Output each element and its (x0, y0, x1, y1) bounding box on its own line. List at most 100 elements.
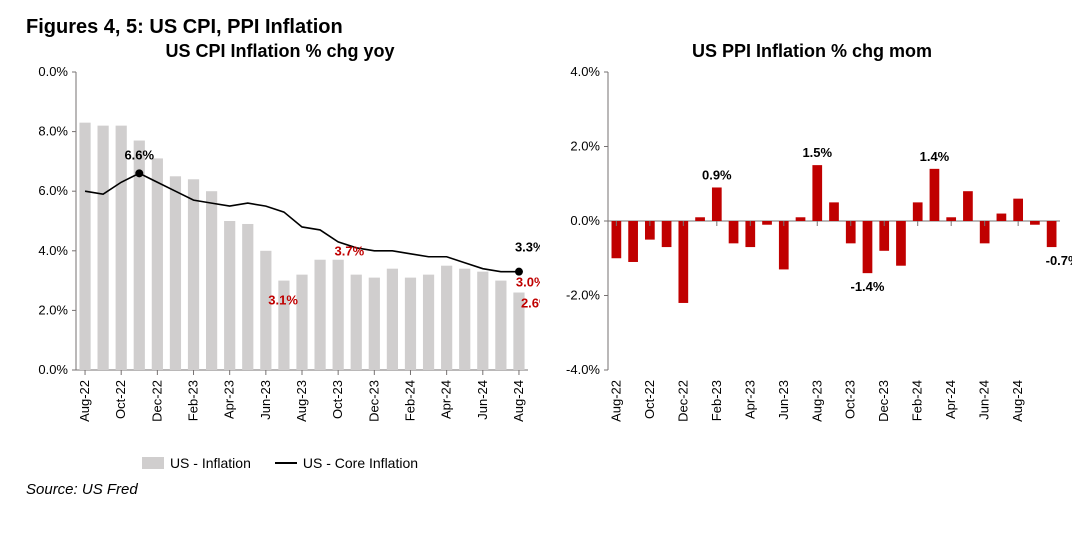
x-tick-label: Aug-24 (511, 380, 526, 422)
bar (351, 275, 362, 370)
bar (333, 260, 344, 370)
x-tick-label: Jun-23 (776, 380, 791, 420)
data-label: 3.1% (268, 293, 298, 308)
bar (662, 221, 672, 247)
ppi-title: US PPI Inflation % chg mom (552, 41, 1072, 62)
legend-swatch-line-icon (275, 462, 297, 464)
x-tick-label: Feb-24 (402, 380, 417, 421)
data-label: 1.5% (802, 145, 832, 160)
data-label: 3.3% (515, 240, 540, 255)
data-marker (135, 169, 143, 177)
data-label: 1.4% (920, 149, 950, 164)
bar (260, 251, 271, 370)
x-tick-label: Dec-22 (149, 380, 164, 422)
bar (441, 266, 452, 370)
figure-main-title: Figures 4, 5: US CPI, PPI Inflation (26, 16, 1064, 39)
x-tick-label: Aug-23 (809, 380, 824, 422)
legend-label-inflation: US - Inflation (170, 455, 251, 471)
bar (829, 202, 839, 221)
cpi-panel: US CPI Inflation % chg yoy 0.0% 2.0% 4.0% 6… (20, 41, 540, 471)
bar (913, 202, 923, 221)
bar (796, 217, 806, 221)
x-tick-label: Oct-23 (843, 380, 858, 419)
data-label: 3.7% (335, 244, 365, 259)
bar (242, 224, 253, 370)
cpi-legend: US - Inflation US - Core Inflation (20, 455, 540, 471)
source-note: Source: US Fred (26, 481, 1064, 498)
bar (459, 269, 470, 370)
legend-item-core: US - Core Inflation (275, 455, 418, 471)
y-tick-label: 6.0% (38, 183, 68, 198)
bar (206, 191, 217, 370)
bar (314, 260, 325, 370)
x-tick-label: Oct-22 (642, 380, 657, 419)
bar (963, 191, 973, 221)
bar (188, 179, 199, 370)
y-tick-label: 2.0% (38, 302, 68, 317)
x-tick-label: Oct-22 (113, 380, 128, 419)
bar (729, 221, 739, 243)
bar (369, 278, 380, 370)
bar (779, 221, 789, 269)
y-tick-label: 8.0% (38, 124, 68, 139)
bar (152, 158, 163, 370)
ppi-chart: -4.0%-2.0%0.0%2.0%4.0%Aug-22Oct-22Dec-22… (552, 66, 1072, 451)
bar (405, 278, 416, 370)
bar (678, 221, 688, 303)
ppi-panel: US PPI Inflation % chg mom -4.0% -2.0% 0.0… (552, 41, 1072, 471)
x-tick-label: Jun-24 (475, 380, 490, 420)
x-tick-label: Feb-23 (186, 380, 201, 421)
bar (712, 187, 722, 221)
x-tick-label: Apr-23 (742, 380, 757, 419)
x-tick-label: Jun-24 (977, 380, 992, 420)
y-tick-label: 4.0% (38, 243, 68, 258)
x-tick-label: Jun-23 (258, 380, 273, 420)
bar (863, 221, 873, 273)
bar (628, 221, 638, 262)
bar (387, 269, 398, 370)
bar (224, 221, 235, 370)
bar (762, 221, 772, 225)
legend-label-core: US - Core Inflation (303, 455, 418, 471)
x-tick-label: Aug-22 (77, 380, 92, 422)
y-tick-label: 0.0% (570, 213, 600, 228)
x-tick-label: Aug-22 (608, 380, 623, 422)
x-tick-label: Aug-24 (1010, 380, 1025, 422)
x-tick-label: Apr-24 (943, 380, 958, 419)
bar (1013, 199, 1023, 221)
bar (296, 275, 307, 370)
x-tick-label: Dec-23 (876, 380, 891, 422)
bar (695, 217, 705, 221)
bar (170, 176, 181, 370)
x-tick-label: Dec-23 (366, 380, 381, 422)
bar (495, 281, 506, 370)
x-tick-label: Apr-23 (222, 380, 237, 419)
x-tick-label: Feb-23 (709, 380, 724, 421)
x-tick-label: Feb-24 (910, 380, 925, 421)
y-tick-label: 2.0% (570, 139, 600, 154)
y-tick-label: 0.0% (38, 66, 68, 79)
bar (477, 272, 488, 370)
bar (98, 126, 109, 370)
cpi-title: US CPI Inflation % chg yoy (20, 41, 540, 62)
x-tick-label: Dec-22 (675, 380, 690, 422)
line-series (85, 173, 519, 271)
cpi-chart: 0.0%2.0%4.0%6.0%8.0%0.0%Aug-22Oct-22Dec-… (20, 66, 540, 451)
x-tick-label: Oct-23 (330, 380, 345, 419)
bar (1030, 221, 1040, 225)
x-tick-label: Apr-24 (439, 380, 454, 419)
data-label: 6.6% (124, 147, 154, 162)
bar (423, 275, 434, 370)
data-label: -0.7% (1046, 253, 1072, 268)
bar (1047, 221, 1057, 247)
legend-swatch-bar-icon (142, 457, 164, 469)
bar (896, 221, 906, 266)
y-tick-label: -2.0% (566, 288, 600, 303)
bar (930, 169, 940, 221)
y-tick-label: -4.0% (566, 362, 600, 377)
x-tick-label: Aug-23 (294, 380, 309, 422)
bar (997, 214, 1007, 221)
charts-row: US CPI Inflation % chg yoy 0.0% 2.0% 4.0% 6… (20, 41, 1064, 471)
data-label: 0.9% (702, 167, 732, 182)
bar (612, 221, 622, 258)
